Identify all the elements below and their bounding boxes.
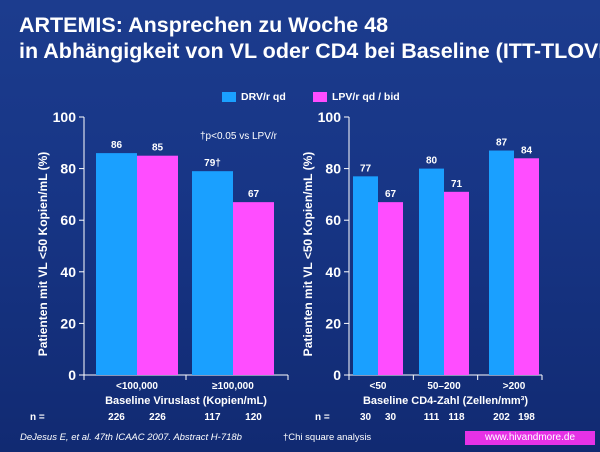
legend-swatch-lpv — [313, 92, 327, 102]
y-axis-title: Patienten mit VL <50 Kopien/mL (%) — [36, 152, 50, 357]
n-value: 30 — [360, 412, 372, 423]
bar-value-label: 87 — [496, 138, 508, 149]
y-tick-label: 40 — [60, 264, 76, 280]
bar-value-label: 84 — [521, 145, 533, 156]
bar — [514, 158, 539, 375]
x-category-label: 50–200 — [427, 381, 461, 392]
bar — [419, 168, 444, 375]
y-axis-title: Patienten mit VL <50 Kopien/mL (%) — [301, 152, 315, 357]
bar-value-label: 86 — [111, 140, 123, 151]
y-tick-label: 0 — [68, 367, 76, 383]
y-tick-label: 60 — [325, 212, 341, 228]
bar — [444, 191, 469, 375]
citation: DeJesus E, et al. 47th ICAAC 2007. Abstr… — [20, 432, 242, 443]
y-tick-label: 20 — [60, 315, 76, 331]
bar-value-label: 85 — [152, 143, 164, 154]
n-value: 117 — [204, 412, 221, 423]
legend-swatch-drv — [222, 92, 236, 102]
bar — [137, 155, 178, 375]
x-category-label: <100,000 — [116, 381, 158, 392]
y-tick-label: 40 — [325, 264, 341, 280]
footnote: †Chi square analysis — [283, 432, 372, 443]
slide-title-line-1: ARTEMIS: Ansprechen zu Woche 48 — [19, 13, 389, 37]
bar — [489, 150, 514, 375]
bar-value-label: 79† — [204, 158, 221, 169]
legend-item-lpv: LPV/r qd / bid — [313, 90, 400, 104]
bar — [378, 202, 403, 375]
bar-value-label: 77 — [360, 163, 372, 174]
n-value: 118 — [448, 412, 465, 423]
x-category-label: >200 — [503, 381, 526, 392]
significance-annotation: †p<0.05 vs LPV/r — [200, 131, 278, 142]
n-value: 30 — [385, 412, 397, 423]
legend-label-drv: DRV/r qd — [241, 91, 286, 103]
y-tick-label: 100 — [53, 109, 77, 125]
n-value: 120 — [245, 412, 262, 423]
bar-value-label: 80 — [426, 156, 438, 167]
n-label: n = — [30, 412, 45, 423]
y-tick-label: 80 — [325, 161, 341, 177]
bar — [233, 202, 274, 375]
legend-label-lpv: LPV/r qd / bid — [332, 91, 400, 103]
n-label: n = — [315, 412, 330, 423]
y-tick-label: 80 — [60, 161, 76, 177]
website-link[interactable]: www.hivandmore.de — [465, 431, 595, 445]
n-value: 226 — [149, 412, 166, 423]
n-value: 202 — [493, 412, 510, 423]
bar-value-label: 67 — [385, 189, 397, 200]
y-tick-label: 100 — [318, 109, 342, 125]
y-tick-label: 60 — [60, 212, 76, 228]
y-tick-label: 0 — [333, 367, 341, 383]
x-axis-title: Baseline CD4-Zahl (Zellen/mm³) — [363, 395, 528, 407]
bar — [192, 171, 233, 375]
x-axis-title: Baseline Viruslast (Kopien/mL) — [105, 395, 267, 407]
bar-value-label: 71 — [451, 179, 463, 190]
n-value: 198 — [518, 412, 535, 423]
legend-item-drv: DRV/r qd — [222, 90, 286, 104]
n-value: 226 — [108, 412, 125, 423]
x-category-label: ≥100,000 — [212, 381, 254, 392]
bar — [353, 176, 378, 375]
slide-title-line-2: in Abhängigkeit von VL oder CD4 bei Base… — [19, 39, 600, 63]
y-tick-label: 20 — [325, 315, 341, 331]
bar — [96, 153, 137, 375]
bar-value-label: 67 — [248, 189, 260, 200]
x-category-label: <50 — [370, 381, 387, 392]
n-value: 111 — [424, 412, 440, 423]
